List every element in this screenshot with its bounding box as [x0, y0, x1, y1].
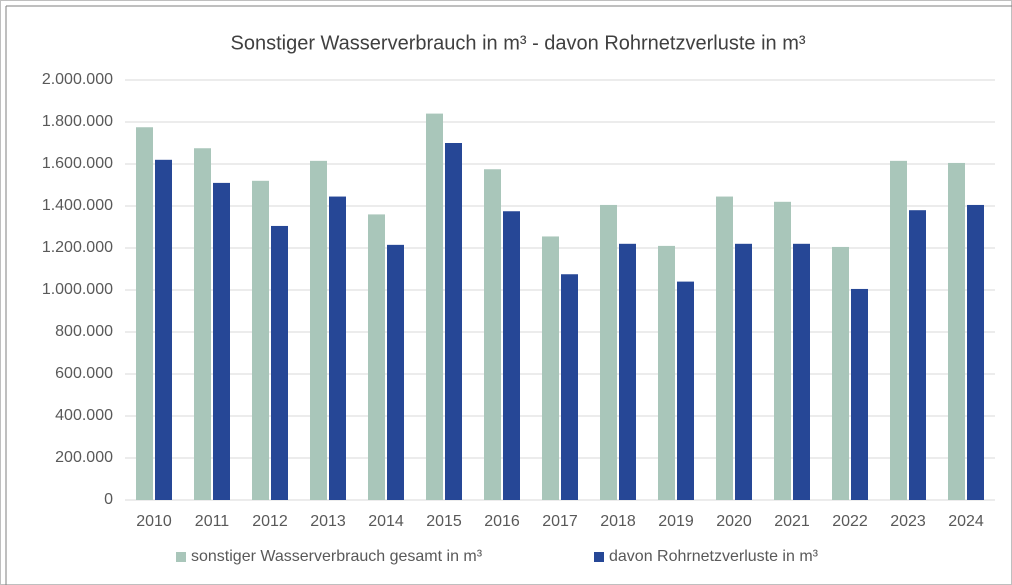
y-tick-label: 1.200.000: [42, 239, 113, 256]
legend-label: davon Rohrnetzverluste in m³: [609, 548, 819, 565]
x-tick-label: 2013: [310, 513, 346, 530]
bar: [851, 288, 868, 500]
x-tick-label: 2015: [426, 513, 462, 530]
bar: [155, 159, 172, 501]
x-tick-label: 2011: [195, 513, 230, 530]
bar: [368, 214, 385, 500]
x-tick-label: 2010: [136, 513, 172, 530]
bar: [271, 225, 288, 500]
y-tick-label: 800.000: [55, 323, 113, 340]
x-tick-label: 2020: [716, 513, 752, 530]
bar: [677, 281, 694, 500]
bar: [832, 246, 849, 500]
bar: [561, 274, 578, 500]
bar: [387, 244, 404, 500]
bar: [967, 204, 984, 500]
x-tick-label: 2018: [600, 513, 636, 530]
bar: [252, 180, 269, 501]
x-tick-label: 2016: [484, 513, 520, 530]
x-tick-label: 2017: [542, 513, 578, 530]
legend-swatch: [176, 552, 186, 562]
bar: [735, 243, 752, 501]
bar: [890, 160, 907, 500]
x-tick-label: 2022: [832, 513, 868, 530]
bar: [909, 210, 926, 500]
y-tick-label: 1.000.000: [42, 281, 113, 298]
bar: [948, 162, 965, 500]
x-tick-label: 2012: [252, 513, 288, 530]
x-tick-label: 2019: [658, 513, 694, 530]
x-tick-label: 2023: [890, 513, 926, 530]
bar: [600, 204, 617, 500]
bar: [484, 169, 501, 500]
bar: [194, 148, 211, 500]
y-tick-label: 2.000.000: [42, 71, 113, 88]
legend-swatch: [594, 552, 604, 562]
x-tick-label: 2024: [948, 513, 984, 530]
y-tick-label: 1.400.000: [42, 197, 113, 214]
bar: [716, 196, 733, 501]
chart-title: Sonstiger Wasserverbrauch in m³ - davon …: [230, 32, 805, 54]
bar: [793, 243, 810, 501]
bar: [445, 143, 462, 500]
y-tick-label: 1.800.000: [42, 113, 113, 130]
x-tick-label: 2021: [774, 513, 810, 530]
bar: [542, 236, 559, 500]
bar: [658, 245, 675, 500]
legend-label: sonstiger Wasserverbrauch gesamt in m³: [191, 548, 483, 565]
bar: [213, 182, 230, 500]
bar: [426, 113, 443, 500]
bar: [503, 211, 520, 500]
bar: [310, 160, 327, 500]
y-tick-label: 400.000: [55, 407, 113, 424]
bar: [329, 196, 346, 501]
x-tick-label: 2014: [368, 513, 404, 530]
bar: [136, 127, 153, 500]
bar: [619, 243, 636, 501]
y-tick-label: 600.000: [55, 365, 113, 382]
bar: [774, 201, 791, 501]
y-tick-label: 200.000: [55, 449, 113, 466]
y-tick-label: 0: [104, 491, 113, 508]
y-tick-label: 1.600.000: [42, 155, 113, 172]
